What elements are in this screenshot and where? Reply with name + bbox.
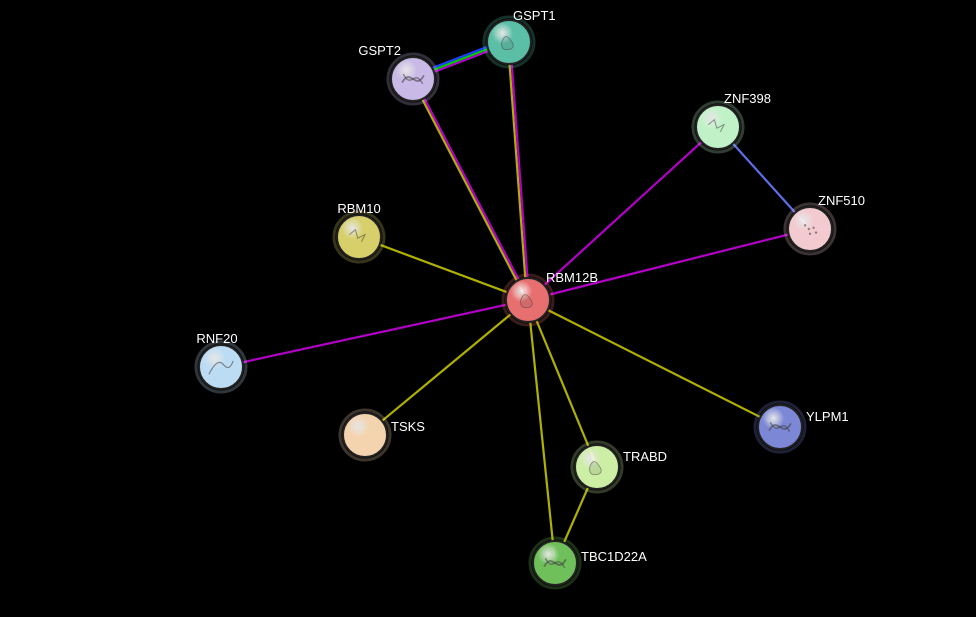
node-label-TRABD: TRABD [623,449,667,464]
edge-RBM12B-TBC1D22A [528,300,555,563]
node-ZNF510[interactable]: ZNF510 [785,193,865,254]
edge-RBM12B-ZNF510 [528,229,810,300]
edge-RBM12B-GSPT2 [414,78,529,299]
node-TBC1D22A[interactable]: TBC1D22A [530,538,647,588]
node-label-ZNF398: ZNF398 [724,91,771,106]
node-GSPT1[interactable]: GSPT1 [484,8,556,67]
node-TSKS[interactable]: TSKS [340,410,425,460]
node-GSPT2[interactable]: GSPT2 [358,43,438,104]
node-TRABD[interactable]: TRABD [572,442,667,492]
node-label-ZNF510: ZNF510 [818,193,865,208]
edge-RBM12B-RNF20 [221,300,528,367]
node-label-GSPT2: GSPT2 [358,43,401,58]
edge-RBM12B-YLPM1 [528,300,780,427]
edge-RBM12B-RBM10 [359,237,528,300]
node-label-TBC1D22A: TBC1D22A [581,549,647,564]
edge-RBM12B-TRABD [528,300,597,467]
edge-RBM12B-GSPT1 [508,42,527,300]
nodes: GSPT1 GSPT2 ZNF398 ZNF510 RBM10 RBM12B RNF20 TS… [196,8,865,588]
edge-RBM12B-TSKS [365,300,528,435]
protein-network-graph: GSPT1 GSPT2 ZNF398 ZNF510 RBM10 RBM12B RNF20 TS… [0,0,976,617]
node-RNF20[interactable]: RNF20 [196,331,246,392]
node-RBM12B[interactable]: RBM12B [503,270,598,325]
node-label-RBM12B: RBM12B [546,270,598,285]
node-label-GSPT1: GSPT1 [513,8,556,23]
node-RBM10[interactable]: RBM10 [334,201,384,262]
node-YLPM1[interactable]: YLPM1 [755,402,849,452]
node-ZNF398[interactable]: ZNF398 [693,91,771,152]
node-label-YLPM1: YLPM1 [806,409,849,424]
edge-RBM12B-GSPT1 [510,42,529,300]
node-label-TSKS: TSKS [391,419,425,434]
edge-RBM12B-GSPT2 [412,80,527,301]
node-label-RBM10: RBM10 [337,201,380,216]
node-label-RNF20: RNF20 [196,331,237,346]
